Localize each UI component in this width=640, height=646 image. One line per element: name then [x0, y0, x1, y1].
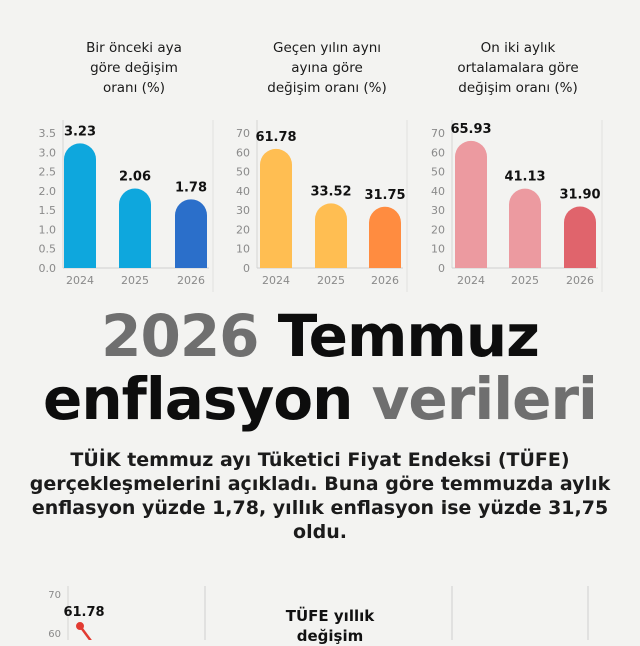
bar-value-label: 31.90	[559, 187, 600, 202]
x-tick-label: 2025	[121, 274, 149, 287]
y-tick-label: 1.0	[39, 223, 57, 236]
chart-title-annual: Geçen yılın aynı ayına göre değişim oran…	[267, 40, 387, 96]
x-tick-label: 2026	[177, 274, 205, 287]
y-tick-label: 1.5	[39, 204, 57, 217]
bar-2025	[315, 203, 347, 268]
page-title-line2: enflasyon verileri	[0, 366, 640, 432]
y-tick-label: 70	[236, 127, 250, 140]
y-tick-label: 0	[243, 262, 250, 275]
bar-value-label: 31.75	[364, 188, 405, 203]
bar-2026	[369, 206, 401, 268]
bar-2026	[564, 206, 596, 268]
bar-value-label: 65.93	[450, 122, 491, 137]
line-y-tick-label: 60	[48, 629, 61, 640]
headline-enflasyon: enflasyon	[43, 365, 353, 433]
line-y-tick-label: 70	[48, 590, 61, 601]
y-tick-label: 2.5	[39, 166, 57, 179]
y-tick-label: 0.0	[39, 262, 57, 275]
y-tick-label: 3.5	[39, 127, 57, 140]
x-tick-label: 2024	[262, 274, 290, 287]
y-tick-label: 0.5	[39, 243, 57, 256]
bar-value-label: 61.78	[255, 130, 296, 145]
y-tick-label: 50	[236, 166, 250, 179]
y-tick-label: 2.0	[39, 185, 57, 198]
line-point	[76, 622, 84, 631]
headline-year: 2026	[101, 302, 259, 370]
bar-2024	[455, 140, 487, 268]
y-tick-label: 30	[431, 204, 445, 217]
bar-value-label: 1.78	[175, 180, 207, 195]
chart-title-12month-avg: On iki aylık ortalamalara göre değişim o…	[457, 40, 579, 96]
x-tick-label: 2024	[457, 274, 485, 287]
page-title-line1: 2026 Temmuz	[0, 303, 640, 369]
bar-2026	[175, 199, 207, 268]
bar-value-label: 33.52	[310, 184, 351, 199]
line-point-label: 61.78	[63, 605, 104, 620]
y-tick-label: 20	[431, 223, 445, 236]
y-tick-label: 40	[236, 185, 250, 198]
y-tick-label: 0	[438, 262, 445, 275]
bottom-chart-title: TÜFE yıllık değişim	[285, 607, 375, 645]
headline-verileri: verileri	[371, 365, 598, 433]
headline-month: Temmuz	[277, 302, 540, 370]
y-tick-label: 60	[236, 146, 250, 159]
y-tick-label: 30	[236, 204, 250, 217]
chart-title-monthly: Bir önceki aya göre değişim oranı (%)	[86, 40, 182, 96]
bar-2024	[260, 148, 292, 268]
intro-paragraph: TÜİK temmuz ayı Tüketici Fiyat Endeksi (…	[29, 449, 611, 543]
y-tick-label: 3.0	[39, 146, 57, 159]
x-tick-label: 2025	[317, 274, 345, 287]
x-tick-label: 2026	[566, 274, 594, 287]
y-tick-label: 50	[431, 166, 445, 179]
bar-value-label: 3.23	[64, 124, 96, 139]
y-tick-label: 70	[431, 127, 445, 140]
x-tick-label: 2024	[66, 274, 94, 287]
y-tick-label: 60	[431, 146, 445, 159]
bar-2025	[119, 188, 151, 268]
y-tick-label: 40	[431, 185, 445, 198]
y-tick-label: 10	[431, 243, 445, 256]
y-tick-label: 20	[236, 223, 250, 236]
bar-value-label: 41.13	[504, 170, 545, 185]
bar-2024	[64, 143, 96, 268]
y-tick-label: 10	[236, 243, 250, 256]
bar-2025	[509, 188, 541, 268]
x-tick-label: 2026	[371, 274, 399, 287]
bar-value-label: 2.06	[119, 170, 151, 185]
x-tick-label: 2025	[511, 274, 539, 287]
